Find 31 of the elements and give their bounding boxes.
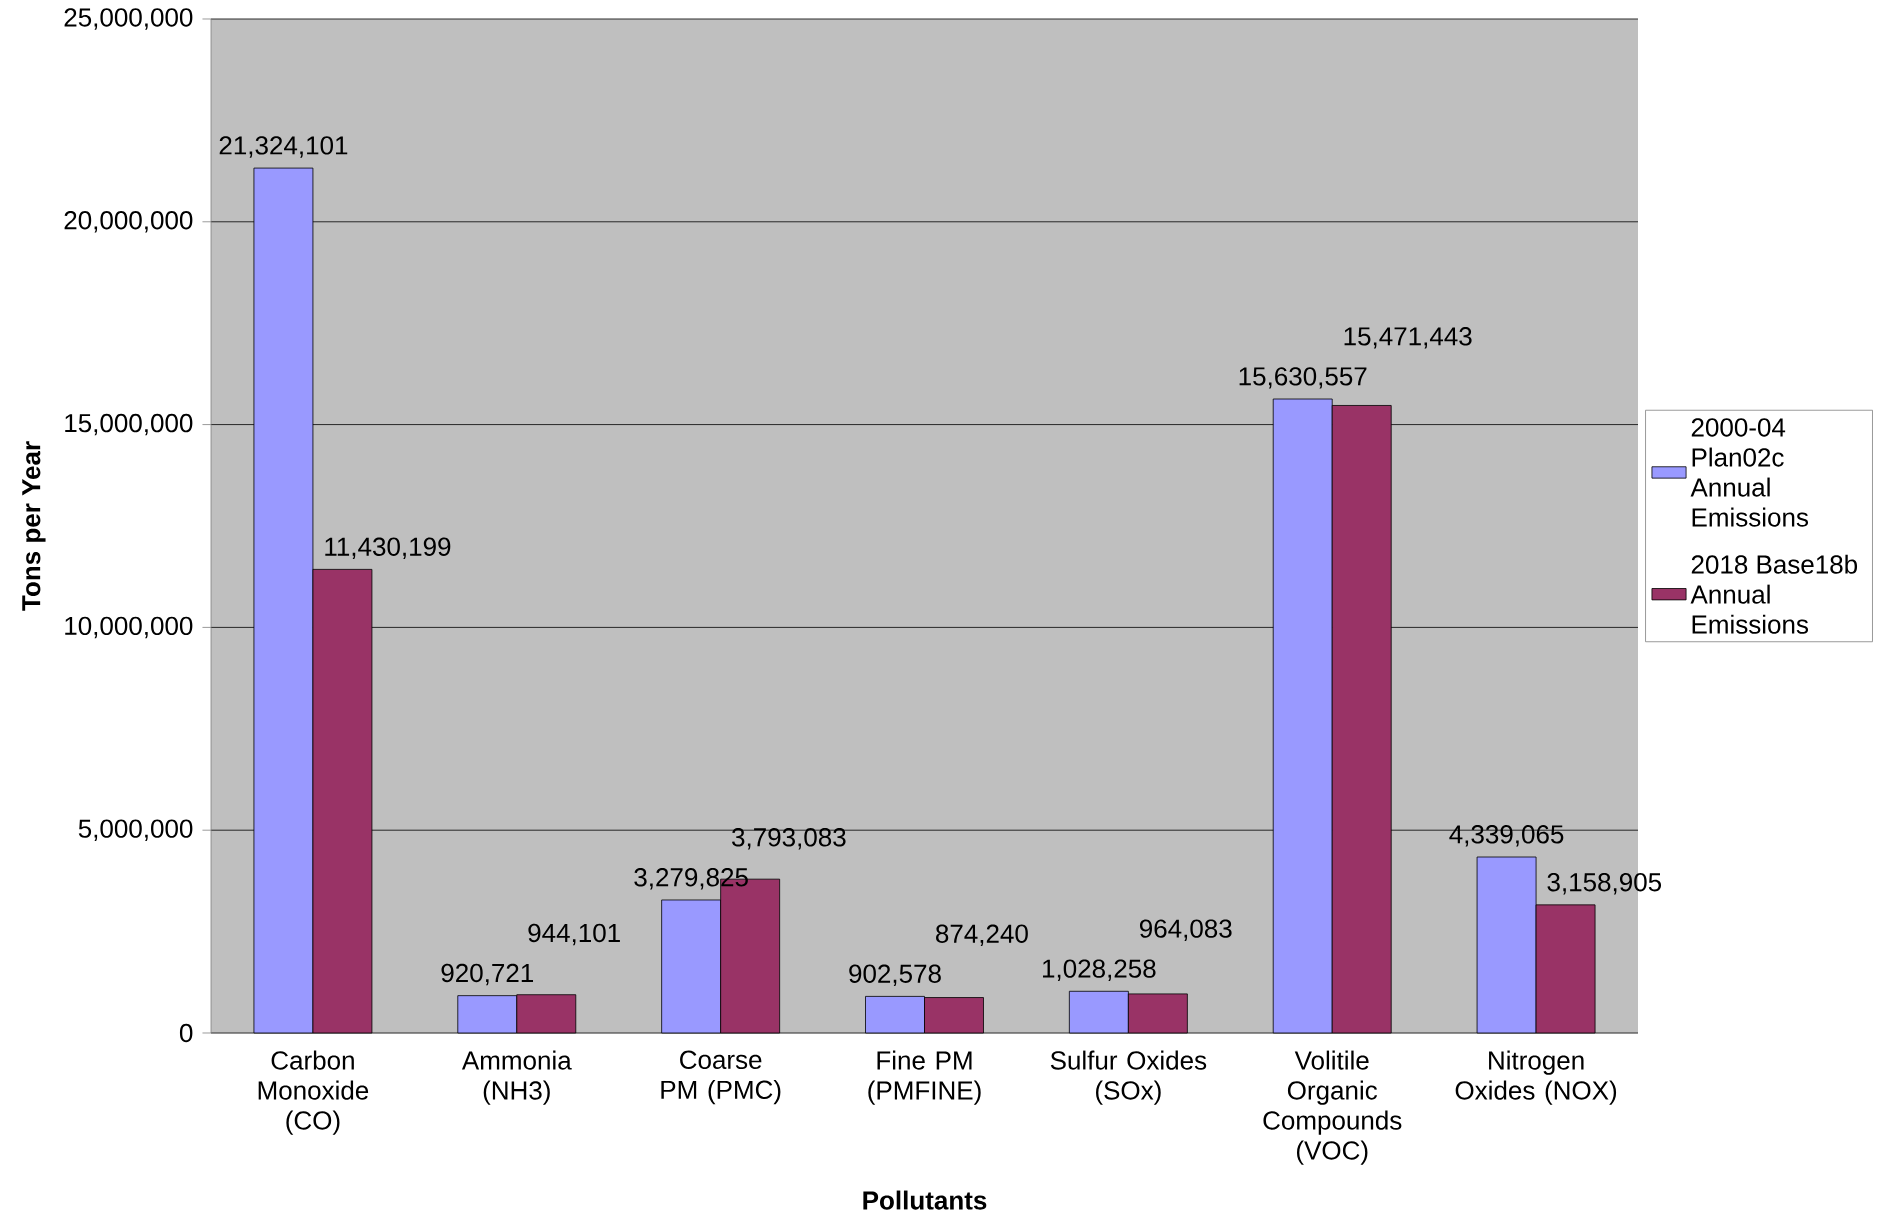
data-label: 3,793,083 <box>732 828 846 850</box>
data-label: 3,158,905 <box>1547 872 1662 895</box>
legend-label: 2000-04 Plan02c Annual Emissions <box>1690 418 1809 527</box>
y-tick-label: 20,000,000 <box>64 211 193 233</box>
x-tick-label: Carbon Monoxide (CO) <box>258 1050 369 1135</box>
x-tick-label: Sulfur Oxides (SOx) <box>1050 1050 1207 1105</box>
x-tick-label: Ammonia (NH3) <box>461 1050 572 1105</box>
data-label: 15,471,443 <box>1344 327 1472 349</box>
legend-label: 2018 Base18b Annual Emissions <box>1690 554 1858 634</box>
y-tick-label: 10,000,000 <box>65 616 193 639</box>
data-label: 3,279,825 <box>634 868 748 890</box>
x-tick-label: Nitrogen Oxides (NOX) <box>1455 1050 1617 1105</box>
data-label: 15,630,557 <box>1239 367 1367 389</box>
data-label: 964,083 <box>1139 919 1232 941</box>
y-tick-label: 15,000,000 <box>65 413 193 436</box>
data-label: 902,578 <box>849 964 941 986</box>
data-label: 874,240 <box>936 924 1028 946</box>
y-tick-label: 25,000,000 <box>64 8 193 30</box>
data-label: 11,430,199 <box>325 537 451 559</box>
x-tick-label: Coarse PM (PMC) <box>661 1050 781 1105</box>
data-label: 21,324,101 <box>219 136 348 158</box>
x-tick-label: Volitile Organic Compounds (VOC) <box>1263 1050 1402 1165</box>
x-tick-label: Fine PM (PMFINE) <box>868 1050 981 1105</box>
data-label: 920,721 <box>441 963 534 986</box>
y-tick-label: 0 <box>179 1023 193 1043</box>
data-label: 1,028,258 <box>1043 959 1156 981</box>
data-label: 4,339,065 <box>1449 825 1564 847</box>
x-axis-title: Pollutants <box>863 1190 987 1210</box>
y-tick-label: 5,000,000 <box>78 819 193 841</box>
y-axis-title: Tons per Year <box>22 441 46 611</box>
data-label: 944,101 <box>528 923 620 946</box>
